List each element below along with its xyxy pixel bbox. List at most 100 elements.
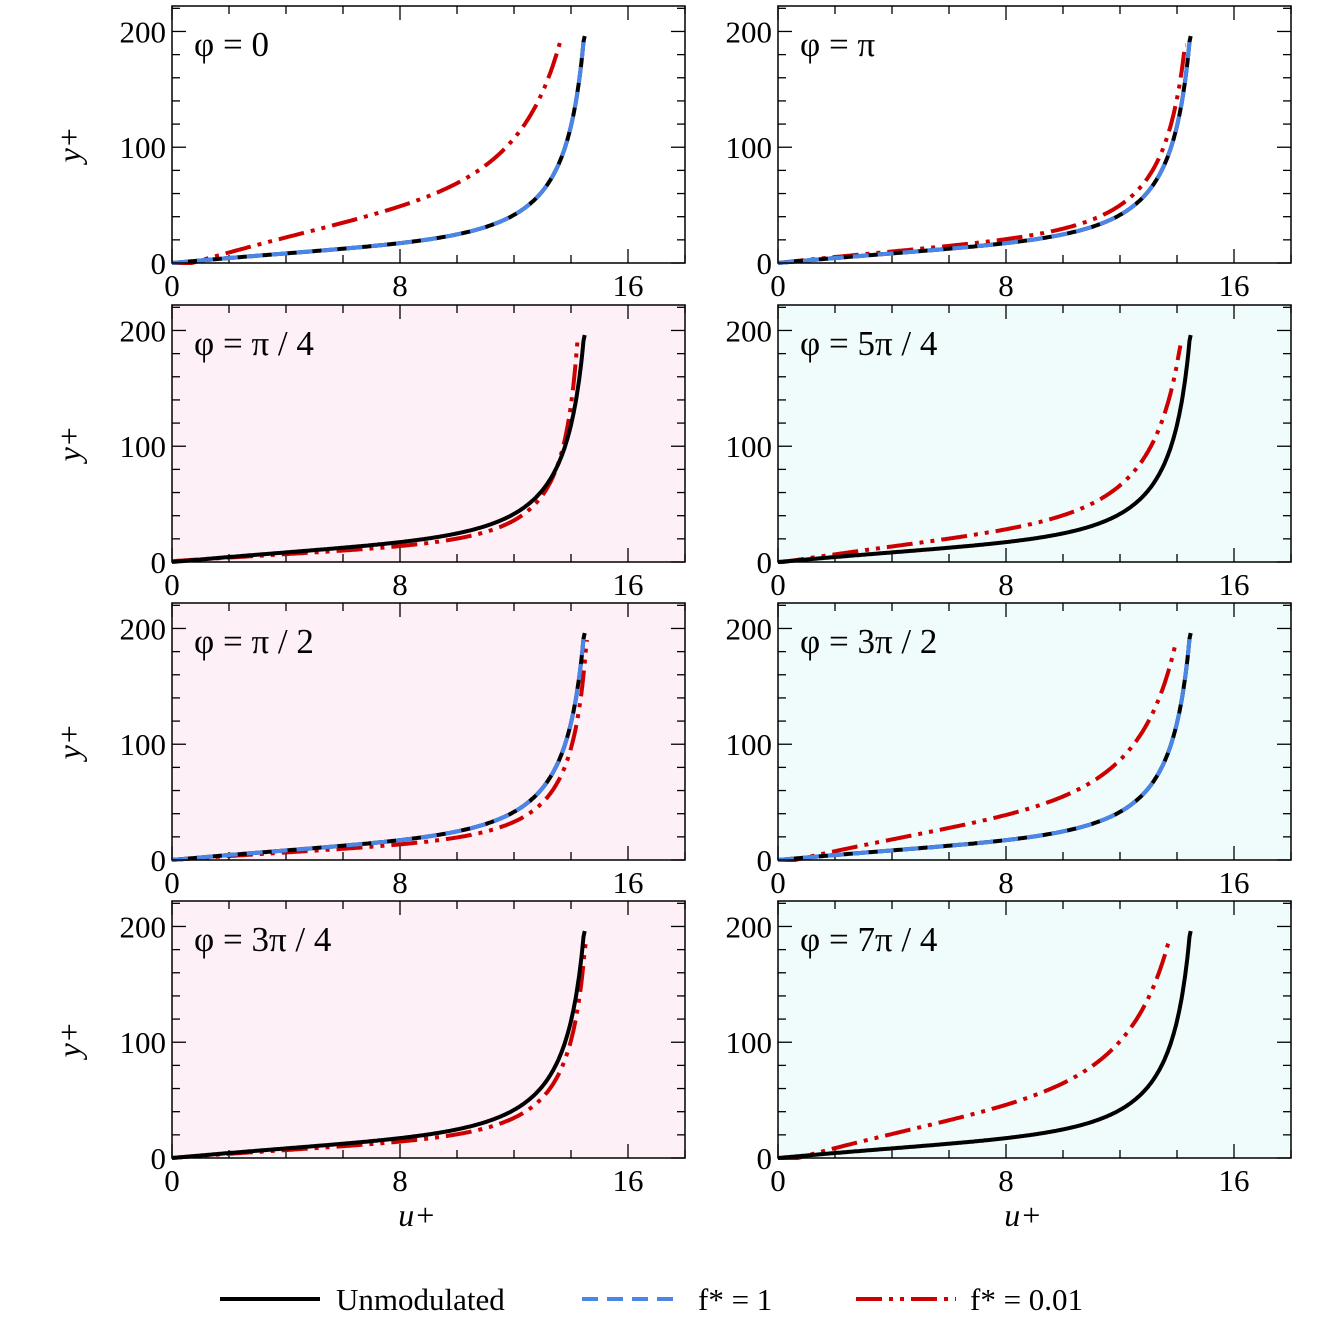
x-tick-label: 0 <box>770 567 786 602</box>
panel-frame <box>171 900 686 1159</box>
x-tick-label: 16 <box>1219 567 1250 602</box>
series-line-f-1 <box>777 35 1193 265</box>
y-axis-title: y+ <box>51 127 87 166</box>
panel-background <box>172 603 685 860</box>
series-line-f-0-01 <box>777 640 1178 862</box>
x-tick-label: 0 <box>164 268 180 303</box>
y-tick-label: 0 <box>151 545 167 580</box>
panel-6: 0 8 16 0 100 200 φ = 3π / 2 <box>726 602 1292 900</box>
legend-label-f001: f* = 0.01 <box>970 1282 1083 1317</box>
series-line-unmodulated <box>171 334 587 564</box>
series-line-unmodulated <box>777 930 1193 1160</box>
panel-background <box>172 6 685 263</box>
x-tick-label: 16 <box>1219 865 1250 900</box>
y-tick-label: 100 <box>120 727 167 762</box>
y-tick-label: 200 <box>726 313 773 348</box>
panel-7: 0 8 16 0 100 200 φ = 3π / 4 y+ u+ <box>51 900 686 1233</box>
x-axis-title: u+ <box>398 1197 436 1233</box>
panel-title: φ = 0 <box>194 25 269 64</box>
y-tick-label: 100 <box>120 429 167 464</box>
legend: Unmodulated f* = 1 f* = 0.01 <box>220 1282 1083 1317</box>
x-tick-label: 8 <box>998 1163 1014 1198</box>
series-line-f-0-01 <box>777 940 1171 1160</box>
y-tick-label: 100 <box>726 727 773 762</box>
x-tick-label: 0 <box>770 865 786 900</box>
panel-title: φ = 7π / 4 <box>800 920 937 959</box>
y-tick-label: 0 <box>757 1141 773 1176</box>
panel-background <box>172 901 685 1158</box>
x-tick-label: 8 <box>392 567 408 602</box>
x-tick-label: 16 <box>613 865 644 900</box>
x-tick-label: 16 <box>613 268 644 303</box>
panel-background <box>778 305 1291 562</box>
panel-5: 0 8 16 0 100 200 φ = π / 2 y+ <box>51 602 686 900</box>
y-tick-label: 100 <box>726 429 773 464</box>
x-tick-label: 0 <box>770 268 786 303</box>
panel-frame <box>171 5 686 264</box>
panel-title: φ = π / 4 <box>194 324 314 363</box>
panel-4: 0 8 16 0 100 200 φ = 5π / 4 <box>726 304 1292 602</box>
panel-8: 0 8 16 0 100 200 φ = 7π / 4 u+ <box>726 900 1292 1233</box>
panel-background <box>778 901 1291 1158</box>
panel-frame <box>171 602 686 861</box>
panels: 0 8 16 0 100 200 φ = 0 y+ 0 8 16 0 100 200 φ = π 0 8 16 0 1… <box>51 5 1292 1233</box>
x-tick-label: 0 <box>164 1163 180 1198</box>
panel-title: φ = 5π / 4 <box>800 324 937 363</box>
panel-title: φ = 3π / 2 <box>800 622 937 661</box>
panel-frame <box>777 602 1292 861</box>
panel-title: φ = 3π / 4 <box>194 920 331 959</box>
y-tick-label: 0 <box>757 545 773 580</box>
y-tick-label: 200 <box>726 611 773 646</box>
y-tick-label: 200 <box>120 909 167 944</box>
panel-background <box>172 305 685 562</box>
y-axis-title: y+ <box>51 724 87 763</box>
x-axis-title: u+ <box>1004 1197 1042 1233</box>
x-tick-label: 8 <box>998 567 1014 602</box>
x-tick-label: 16 <box>613 1163 644 1198</box>
x-tick-label: 8 <box>392 268 408 303</box>
series-line-unmodulated <box>171 930 587 1160</box>
x-tick-label: 16 <box>1219 268 1250 303</box>
x-tick-label: 16 <box>1219 1163 1250 1198</box>
panel-frame <box>777 900 1292 1159</box>
y-tick-label: 200 <box>120 14 167 49</box>
panel-frame <box>171 304 686 563</box>
x-tick-label: 0 <box>164 567 180 602</box>
y-tick-label: 100 <box>120 1025 167 1060</box>
x-tick-label: 8 <box>392 865 408 900</box>
y-tick-label: 200 <box>120 313 167 348</box>
x-tick-label: 8 <box>998 268 1014 303</box>
panel-2: 0 8 16 0 100 200 φ = π <box>726 5 1292 303</box>
series-line-f-0-01 <box>171 39 563 265</box>
series-line-f-1 <box>171 632 587 862</box>
series-line-f-1 <box>777 632 1193 862</box>
x-tick-label: 0 <box>770 1163 786 1198</box>
panel-background <box>778 603 1291 860</box>
panel-background <box>778 6 1291 263</box>
series-line-f-0-01 <box>777 345 1183 564</box>
x-tick-label: 8 <box>392 1163 408 1198</box>
y-axis-title: y+ <box>51 1022 87 1061</box>
y-tick-label: 200 <box>120 611 167 646</box>
y-tick-label: 0 <box>757 843 773 878</box>
y-tick-label: 0 <box>757 246 773 281</box>
x-tick-label: 16 <box>613 567 644 602</box>
panel-title: φ = π <box>800 25 875 64</box>
y-tick-label: 100 <box>120 130 167 165</box>
y-tick-label: 0 <box>151 246 167 281</box>
y-tick-label: 200 <box>726 14 773 49</box>
panel-3: 0 8 16 0 100 200 φ = π / 4 y+ <box>51 304 686 602</box>
y-tick-label: 0 <box>151 1141 167 1176</box>
legend-label-unmodulated: Unmodulated <box>336 1282 505 1317</box>
y-tick-label: 200 <box>726 909 773 944</box>
y-tick-label: 0 <box>151 843 167 878</box>
y-axis-title: y+ <box>51 426 87 465</box>
panel-frame <box>777 304 1292 563</box>
series-line-unmodulated <box>777 334 1193 564</box>
y-tick-label: 100 <box>726 1025 773 1060</box>
x-tick-label: 8 <box>998 865 1014 900</box>
legend-label-f1: f* = 1 <box>698 1282 772 1317</box>
panel-frame <box>777 5 1292 264</box>
panel-title: φ = π / 2 <box>194 622 314 661</box>
